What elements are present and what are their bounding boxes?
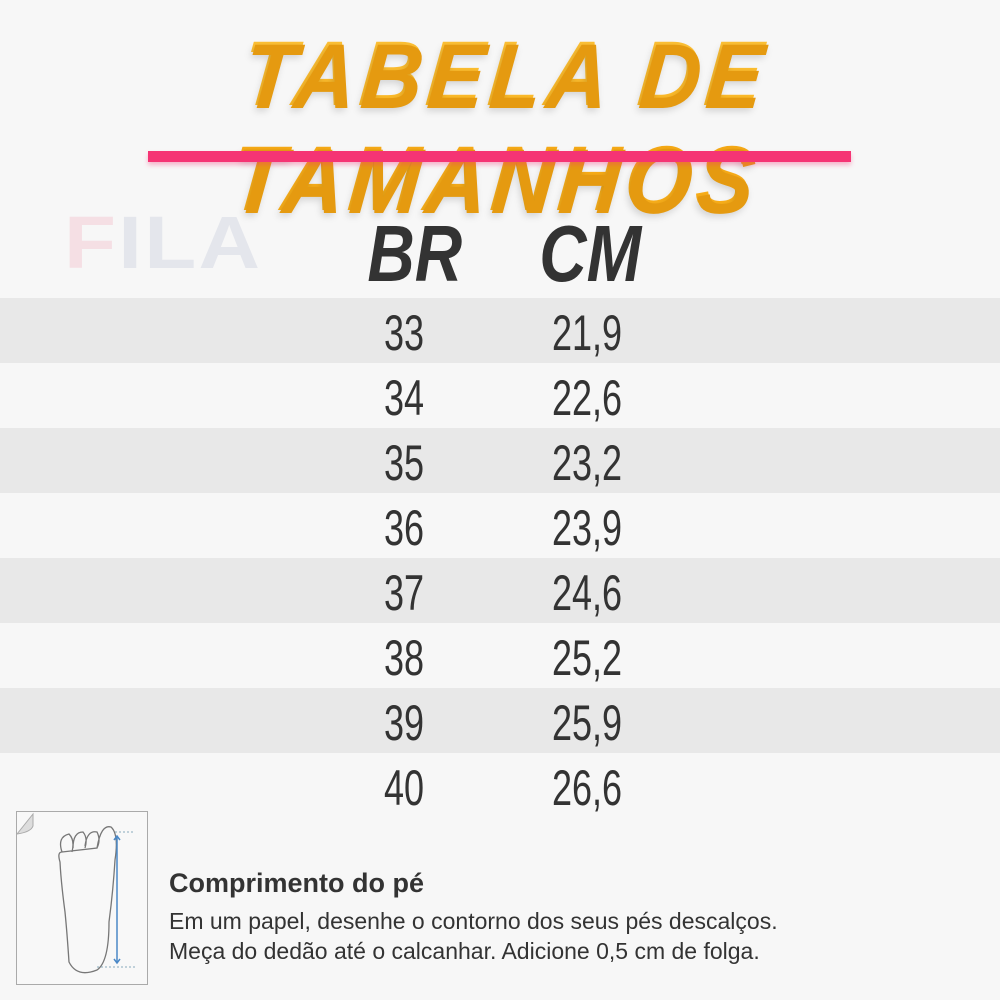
table-row: 40 26,6 <box>0 753 1000 818</box>
br-size: 40 <box>383 760 425 816</box>
br-size: 36 <box>383 500 425 556</box>
table-row: 33 21,9 <box>0 298 1000 363</box>
cm-size: 23,2 <box>551 435 623 491</box>
table-row: 39 25,9 <box>0 688 1000 753</box>
br-size: 39 <box>383 695 425 751</box>
table-row: 36 23,9 <box>0 493 1000 558</box>
size-table: 33 21,9 34 22,6 35 23,2 36 23,9 37 24,6 38 25,… <box>0 298 1000 818</box>
cm-size: 21,9 <box>551 305 623 361</box>
footer-instructions: Em um papel, desenhe o contorno dos seus… <box>169 906 778 966</box>
header-cm: CM <box>539 209 642 298</box>
instruction-line: Em um papel, desenhe o contorno dos seus… <box>169 908 778 934</box>
title-underline <box>148 151 851 162</box>
cm-size: 22,6 <box>551 370 623 426</box>
br-size: 33 <box>383 305 425 361</box>
br-size: 35 <box>383 435 425 491</box>
instruction-line: Meça do dedão até o calcanhar. Adicione … <box>169 938 760 964</box>
br-size: 34 <box>383 370 425 426</box>
br-size: 37 <box>383 565 425 621</box>
footer-heading: Comprimento do pé <box>169 868 424 898</box>
table-row: 38 25,2 <box>0 623 1000 688</box>
table-row: 37 24,6 <box>0 558 1000 623</box>
cm-size: 25,2 <box>551 630 623 686</box>
cm-size: 26,6 <box>551 760 623 816</box>
br-size: 38 <box>383 630 425 686</box>
cm-size: 24,6 <box>551 565 623 621</box>
table-row: 35 23,2 <box>0 428 1000 493</box>
cm-size: 23,9 <box>551 500 623 556</box>
header-br: BR <box>367 209 463 298</box>
foot-measure-icon <box>15 811 148 985</box>
table-row: 34 22,6 <box>0 363 1000 428</box>
cm-size: 25,9 <box>551 695 623 751</box>
brand-logo: FILA <box>64 201 263 284</box>
